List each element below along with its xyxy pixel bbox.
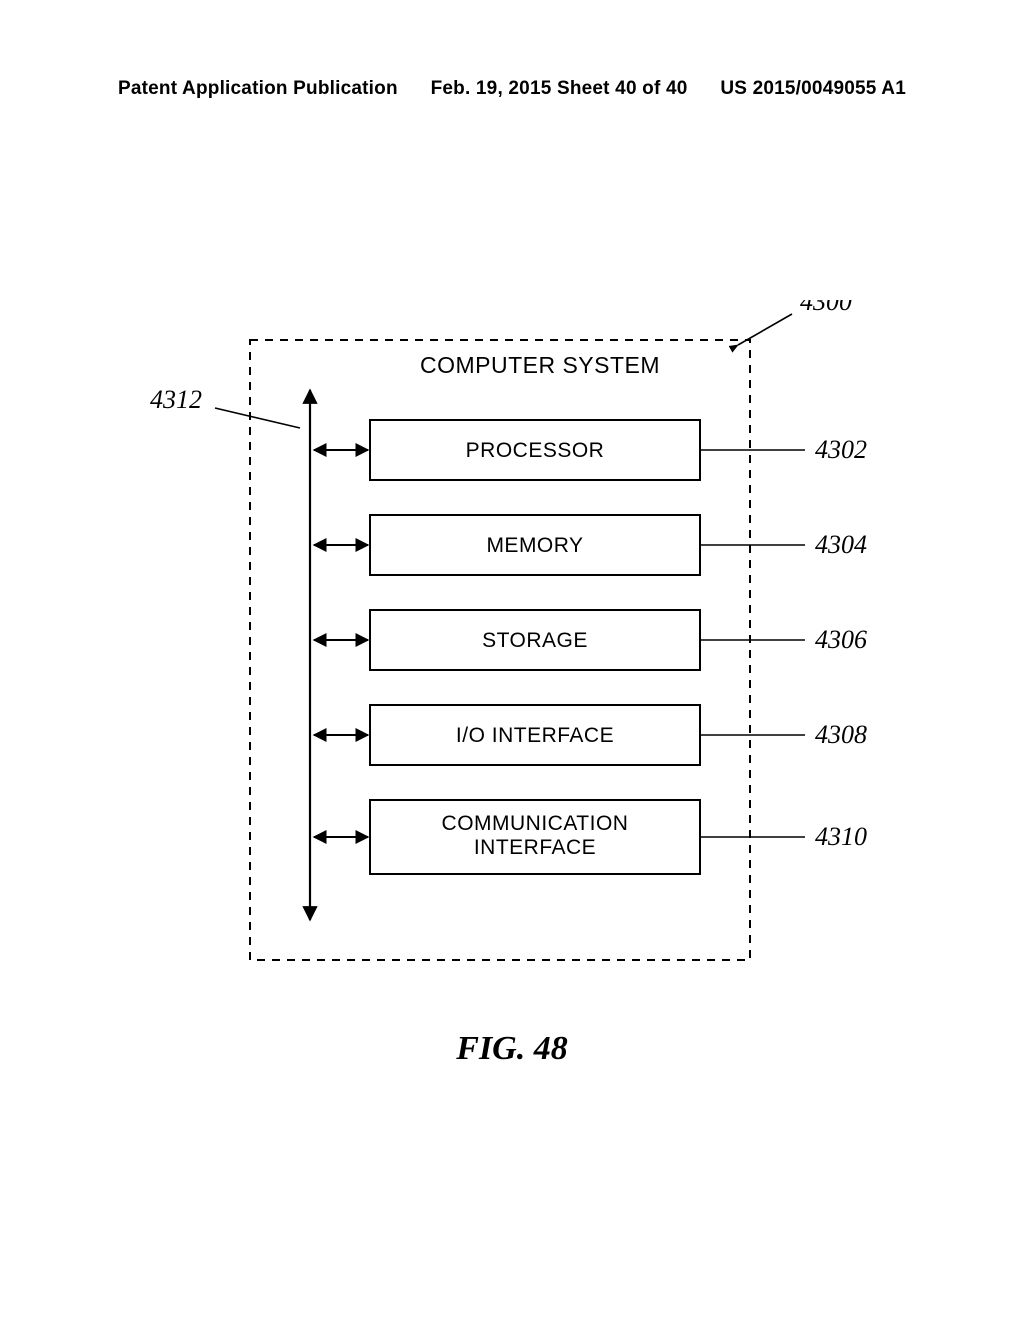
- svg-text:INTERFACE: INTERFACE: [474, 836, 596, 859]
- svg-text:MEMORY: MEMORY: [486, 534, 583, 557]
- diagram: COMPUTER SYSTEM PROCESSOR 4302 MEMORY 4304 ST…: [120, 300, 900, 1080]
- header-center: Feb. 19, 2015 Sheet 40 of 40: [431, 78, 688, 100]
- page-header: Patent Application Publication Feb. 19, …: [0, 78, 1024, 100]
- header-left: Patent Application Publication: [118, 78, 398, 100]
- comm-interface-block-ref: 4310: [815, 822, 867, 851]
- svg-text:STORAGE: STORAGE: [482, 629, 588, 652]
- memory-block-ref: 4304: [815, 530, 867, 559]
- io-interface-block-ref: 4308: [815, 720, 867, 749]
- figure-caption: FIG. 48: [0, 1030, 1024, 1068]
- system-ref: 4300: [800, 300, 852, 316]
- storage-block-ref: 4306: [815, 625, 867, 654]
- svg-text:COMMUNICATION: COMMUNICATION: [442, 812, 629, 835]
- header-right: US 2015/0049055 A1: [720, 78, 906, 100]
- bus-ref: 4312: [150, 385, 202, 414]
- processor-block-ref: 4302: [815, 435, 867, 464]
- svg-text:I/O INTERFACE: I/O INTERFACE: [456, 724, 614, 747]
- svg-text:PROCESSOR: PROCESSOR: [466, 439, 605, 462]
- system-title: COMPUTER SYSTEM: [420, 352, 660, 378]
